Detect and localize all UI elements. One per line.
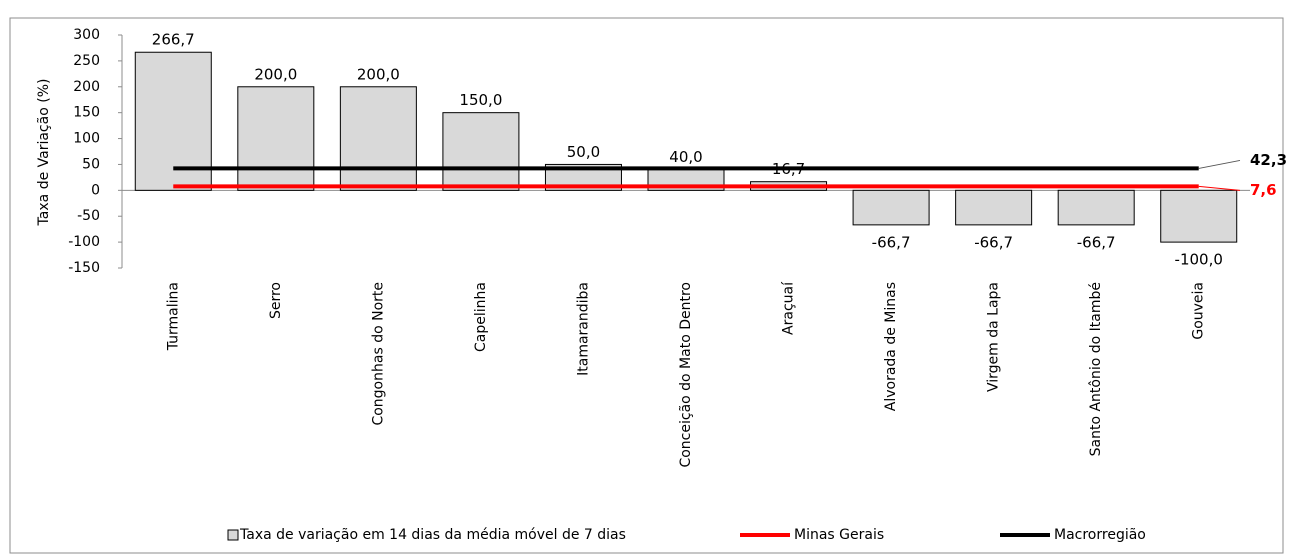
x-tick-label: Congonhas do Norte — [370, 282, 386, 426]
bar — [852, 189, 930, 226]
end-label: 7,6 — [1250, 181, 1277, 199]
data-label: 200,0 — [254, 65, 297, 83]
bar — [442, 112, 520, 191]
legend-swatch — [227, 529, 239, 541]
data-label: -66,7 — [1077, 233, 1116, 251]
data-label: -100,0 — [1175, 251, 1223, 269]
x-tick-label: Virgem da Lapa — [986, 282, 1002, 392]
x-tick-label: Turmalina — [165, 282, 181, 351]
data-label: -66,7 — [974, 233, 1013, 251]
y-tick-label: 200 — [73, 79, 100, 95]
bar — [237, 86, 315, 191]
bar — [339, 86, 417, 191]
bar — [1160, 189, 1238, 243]
y-tick-label: -100 — [68, 234, 100, 250]
x-tick-label: Capelinha — [473, 282, 489, 352]
x-tick-label: Santo Antônio do Itambé — [1088, 282, 1104, 456]
y-tick-label: 100 — [73, 131, 100, 147]
data-label: 50,0 — [567, 143, 600, 161]
y-tick-label: -50 — [77, 208, 100, 224]
x-tick-label: Serro — [268, 282, 284, 319]
y-tick-label: 0 — [91, 182, 100, 198]
data-label: 40,0 — [669, 148, 702, 166]
end-label: 42,3 — [1250, 151, 1287, 169]
y-axis-label: Taxa de Variação (%) — [36, 79, 52, 227]
legend-label: Taxa de variação em 14 dias da média móv… — [239, 527, 626, 543]
legend-label: Minas Gerais — [794, 527, 884, 543]
x-tick-label: Itamarandiba — [575, 282, 591, 376]
x-tick-label: Alvorada de Minas — [883, 282, 899, 411]
data-label: -66,7 — [872, 233, 911, 251]
y-tick-label: 150 — [73, 105, 100, 121]
data-label: 200,0 — [357, 65, 400, 83]
x-tick-label: Gouveia — [1191, 282, 1207, 340]
y-tick-label: 300 — [73, 27, 100, 43]
bar — [955, 189, 1033, 226]
y-tick-label: -150 — [68, 260, 100, 276]
data-label: 266,7 — [152, 31, 195, 49]
y-tick-label: 250 — [73, 53, 100, 69]
legend-label: Macrorregião — [1054, 527, 1146, 543]
data-label: 150,0 — [459, 91, 502, 109]
leader-line — [1198, 159, 1241, 169]
y-tick-label: 50 — [82, 156, 100, 172]
bar — [1057, 189, 1135, 226]
leader-line — [1198, 185, 1241, 191]
x-tick-label: Conceição do Mato Dentro — [678, 282, 694, 468]
chart-frame — [9, 17, 1284, 554]
x-tick-label: Araçuaí — [781, 281, 797, 335]
